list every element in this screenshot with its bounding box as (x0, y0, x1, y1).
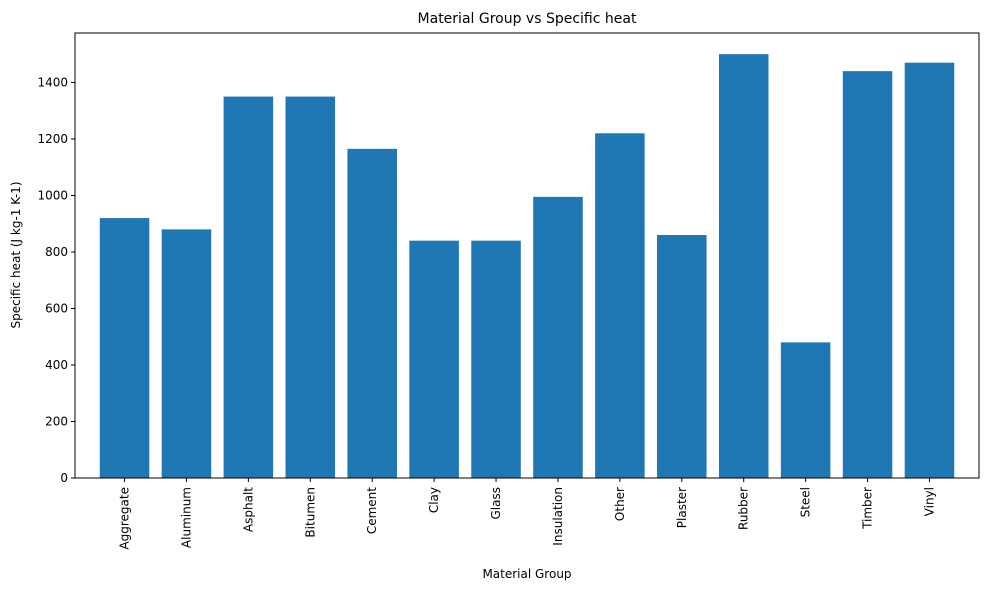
bar-timber (842, 71, 893, 478)
bar-vinyl (904, 62, 955, 479)
bar-insulation (533, 196, 583, 478)
x-tick-label: Steel (799, 487, 813, 517)
x-tick-label: Clay (427, 487, 441, 513)
y-axis-ticks: 0 200 400 600 800 1000 1200 1400 (37, 75, 75, 485)
bar-rubber (718, 54, 769, 478)
x-tick-label: Other (613, 487, 627, 521)
chart-title: Material Group vs Specific heat (418, 11, 637, 27)
y-tick-label: 1400 (37, 75, 68, 89)
x-axis-ticks: Aggregate Aluminum Asphalt Bitumen Cement Cla… (118, 478, 936, 550)
x-tick-label: Plaster (675, 487, 689, 528)
bar-plaster (657, 235, 707, 478)
x-axis-label: Material Group (482, 567, 571, 581)
bar-aluminum (161, 229, 212, 478)
bars-layer (99, 54, 955, 479)
y-tick-label: 1200 (37, 132, 68, 146)
x-tick-label: Cement (365, 487, 379, 534)
y-axis-label: Specific heat (J kg-1 K-1) (9, 181, 23, 328)
x-tick-label: Rubber (737, 487, 751, 530)
bar-clay (409, 240, 459, 478)
bar-asphalt (223, 96, 274, 478)
y-tick-label: 0 (60, 471, 68, 485)
y-tick-label: 600 (45, 301, 68, 315)
x-tick-label: Bitumen (303, 487, 317, 538)
bar-steel (780, 342, 831, 478)
y-tick-label: 800 (45, 245, 68, 259)
plot-area-frame (74, 32, 980, 479)
x-tick-label: Asphalt (241, 487, 255, 532)
bar-other (595, 133, 645, 479)
y-tick-label: 1000 (37, 188, 68, 202)
y-tick-label: 200 (45, 414, 68, 428)
bar-cement (347, 148, 397, 478)
y-tick-label: 400 (45, 358, 68, 372)
x-tick-label: Timber (861, 487, 875, 530)
bar-aggregate (99, 218, 150, 478)
bar-bitumen (285, 96, 336, 478)
x-tick-label: Aluminum (179, 487, 193, 548)
x-tick-label: Vinyl (922, 487, 936, 516)
x-tick-label: Aggregate (118, 487, 132, 550)
bar-glass (471, 240, 521, 478)
x-tick-label: Glass (489, 487, 503, 520)
x-tick-label: Insulation (551, 487, 565, 546)
